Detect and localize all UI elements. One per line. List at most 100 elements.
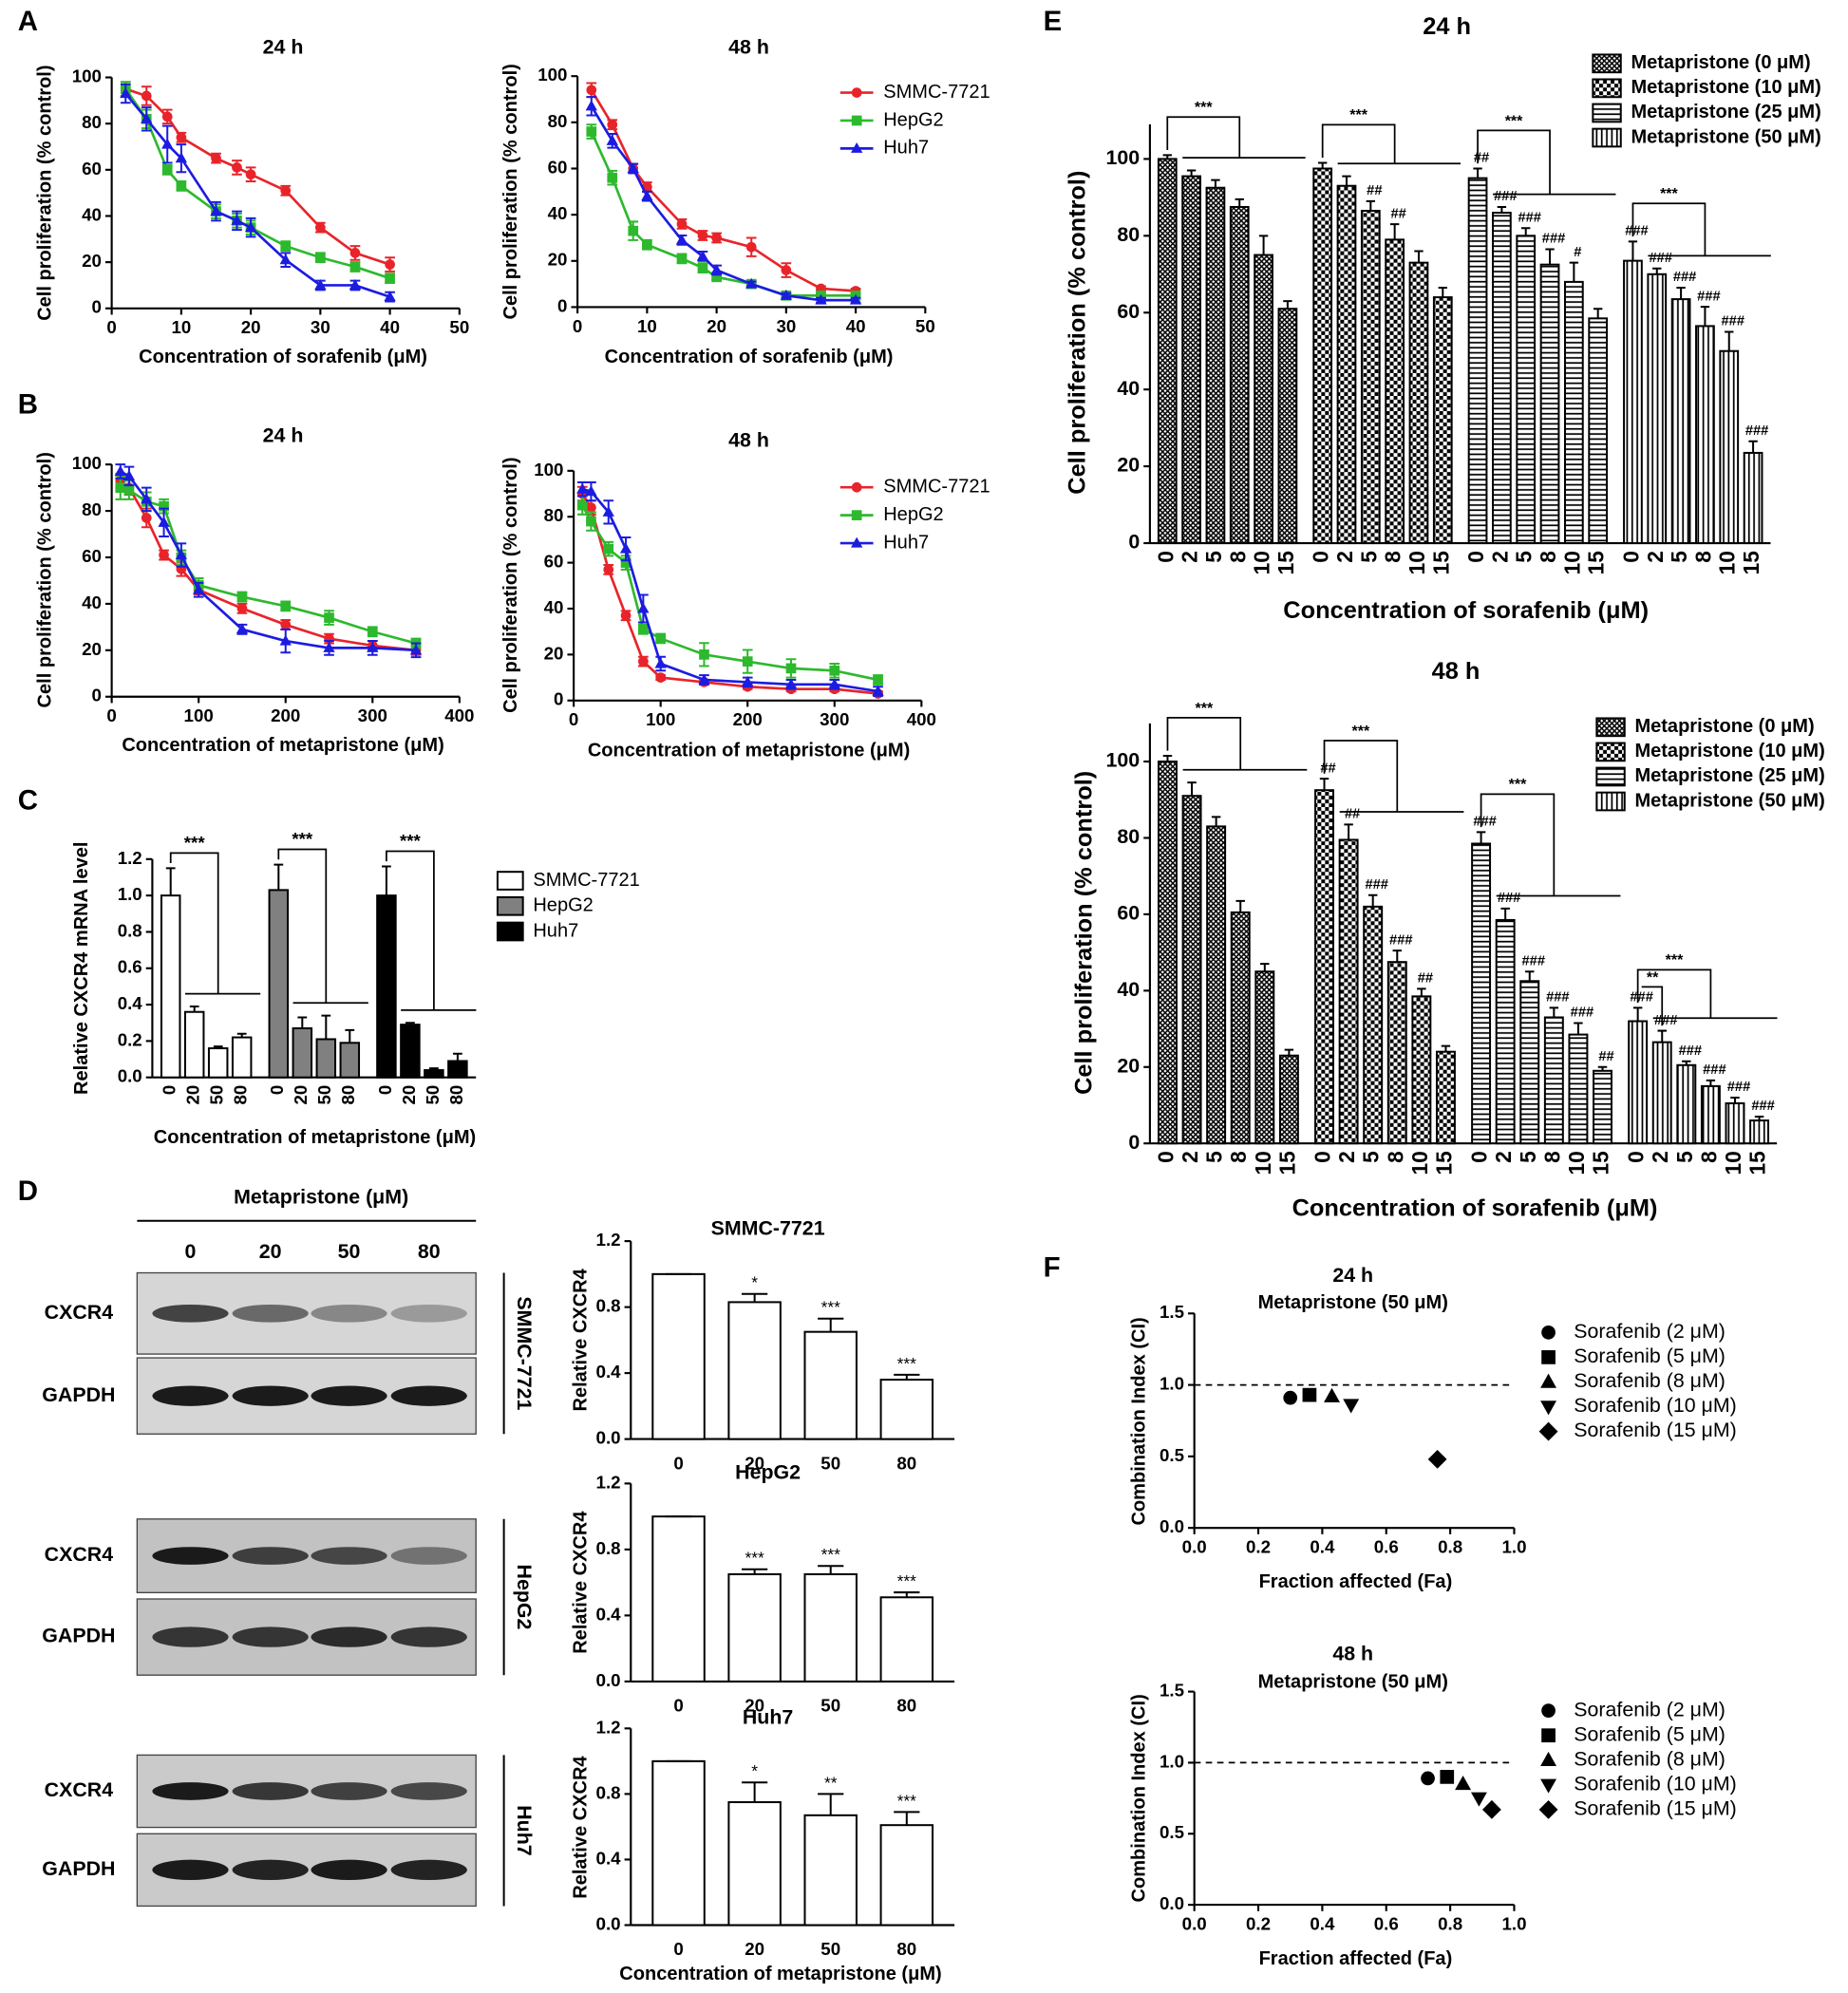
- y-axis-label: Cell proliferation (% control): [1070, 771, 1097, 1095]
- data-point: [742, 656, 753, 667]
- series-line: [590, 89, 857, 292]
- data-point: [586, 126, 597, 137]
- blot-band: [390, 1626, 467, 1647]
- chart-title: 48 h: [728, 429, 769, 452]
- y-tick-label: 100: [1106, 749, 1141, 772]
- y-tick-label: 0.8: [596, 1296, 621, 1316]
- significance-label: ###: [1679, 1044, 1703, 1059]
- x-tick-label: 8: [1539, 1151, 1564, 1163]
- data-point: [606, 134, 618, 145]
- bar: [376, 894, 397, 1079]
- significance-label: ##: [1418, 971, 1433, 987]
- x-tick-label: 0.8: [1438, 1536, 1462, 1556]
- legend-label: Huh7: [533, 920, 578, 941]
- significance-bracket: [1480, 793, 1556, 896]
- data-point: [409, 644, 423, 655]
- data-point: [620, 610, 632, 621]
- chart-title: 48 h: [1332, 1642, 1373, 1664]
- data-point: [676, 254, 688, 264]
- blot-band: [311, 1859, 387, 1881]
- x-tick-label: 15: [1589, 1151, 1613, 1175]
- error-bar: [1162, 154, 1172, 160]
- x-tick-label: 15: [1745, 1151, 1770, 1175]
- legend-label: Sorafenib (5 μM): [1574, 1722, 1725, 1745]
- y-tick-label: 0.2: [118, 1029, 142, 1049]
- x-tick-label: 80: [231, 1085, 251, 1105]
- data-point: [745, 277, 758, 289]
- legend-swatch: [1592, 78, 1622, 99]
- legend-swatch: [496, 921, 524, 942]
- data-point: [232, 162, 242, 173]
- error-bar: [1521, 227, 1531, 236]
- y-tick-label: 100: [72, 453, 102, 473]
- bar: [207, 1047, 229, 1079]
- legend-marker: [1541, 1325, 1556, 1340]
- x-tick-label: 0: [1467, 1151, 1492, 1163]
- significance-bracket: [1636, 968, 1712, 1019]
- blot-band: [152, 1547, 229, 1565]
- error-bar: [1319, 778, 1329, 791]
- y-tick-label: 0.8: [596, 1538, 621, 1558]
- error-bar: [742, 1781, 768, 1803]
- significance-label: ###: [1751, 1099, 1775, 1114]
- x-tick-label: 0.4: [1310, 1913, 1335, 1933]
- data-point: [675, 234, 688, 245]
- x-tick-label: 0: [160, 1085, 179, 1095]
- x-tick-label: 0: [1311, 1151, 1335, 1163]
- bar: [1363, 905, 1384, 1145]
- data-point: [603, 543, 614, 555]
- x-tick-label: 15: [1431, 1151, 1456, 1175]
- x-tick-label: 300: [820, 709, 849, 729]
- x-tick-label: 0: [569, 709, 578, 729]
- x-tick-label: 8: [1690, 551, 1715, 563]
- x-tick-label: 0.0: [1182, 1536, 1207, 1556]
- x-tick-label: 0: [1309, 551, 1333, 563]
- x-tick-label: 20: [745, 1696, 764, 1716]
- data-point: [279, 254, 292, 265]
- data-point: [602, 505, 614, 517]
- error-bar: [1283, 300, 1292, 310]
- bar: [1676, 1063, 1697, 1145]
- legend-label: Sorafenib (2 μM): [1574, 1320, 1725, 1343]
- error-bar: [273, 863, 284, 891]
- bar: [879, 1379, 934, 1440]
- legend-label: Sorafenib (8 μM): [1574, 1747, 1725, 1770]
- data-point: [314, 279, 327, 290]
- x-tick-label: 10: [1251, 1151, 1275, 1175]
- data-point: [315, 252, 326, 263]
- data-point: [115, 482, 126, 493]
- x-tick-label: 0: [673, 1453, 683, 1473]
- significance-label: ###: [1365, 877, 1388, 893]
- bar: [1338, 838, 1359, 1145]
- x-tick-label: 0.2: [1246, 1913, 1271, 1933]
- bar: [803, 1572, 858, 1683]
- y-tick-label: 0.4: [596, 1362, 622, 1382]
- error-bar: [1500, 907, 1510, 920]
- significance-label: ###: [1498, 891, 1521, 906]
- error-bar: [1748, 440, 1758, 453]
- significance-label: ***: [821, 1298, 841, 1317]
- data-point: [280, 185, 292, 197]
- series-line: [581, 487, 878, 693]
- protein-label: GAPDH: [42, 1383, 115, 1406]
- series-line: [590, 105, 857, 302]
- legend-swatch: [1595, 766, 1626, 787]
- error-bar: [236, 1032, 247, 1038]
- y-tick-label: 1.0: [1160, 1374, 1184, 1394]
- significance-label: #: [1574, 245, 1581, 260]
- significance-label: ***: [1195, 99, 1213, 116]
- data-point: [279, 634, 292, 646]
- y-tick-label: 80: [548, 111, 568, 131]
- y-tick-label: 0: [554, 689, 563, 709]
- chart-title: 24 h: [263, 423, 304, 446]
- error-bar: [1438, 286, 1447, 298]
- x-tick-label: 50: [820, 1696, 840, 1716]
- lane-label: 20: [259, 1240, 282, 1263]
- data-point: [780, 289, 793, 300]
- data-point: [849, 293, 862, 305]
- y-tick-label: 40: [82, 204, 102, 224]
- significance-bracket: [1323, 740, 1399, 813]
- y-tick-label: 60: [1117, 300, 1140, 323]
- panel-letter: F: [1044, 1251, 1061, 1283]
- x-tick-label: 8: [1381, 551, 1405, 563]
